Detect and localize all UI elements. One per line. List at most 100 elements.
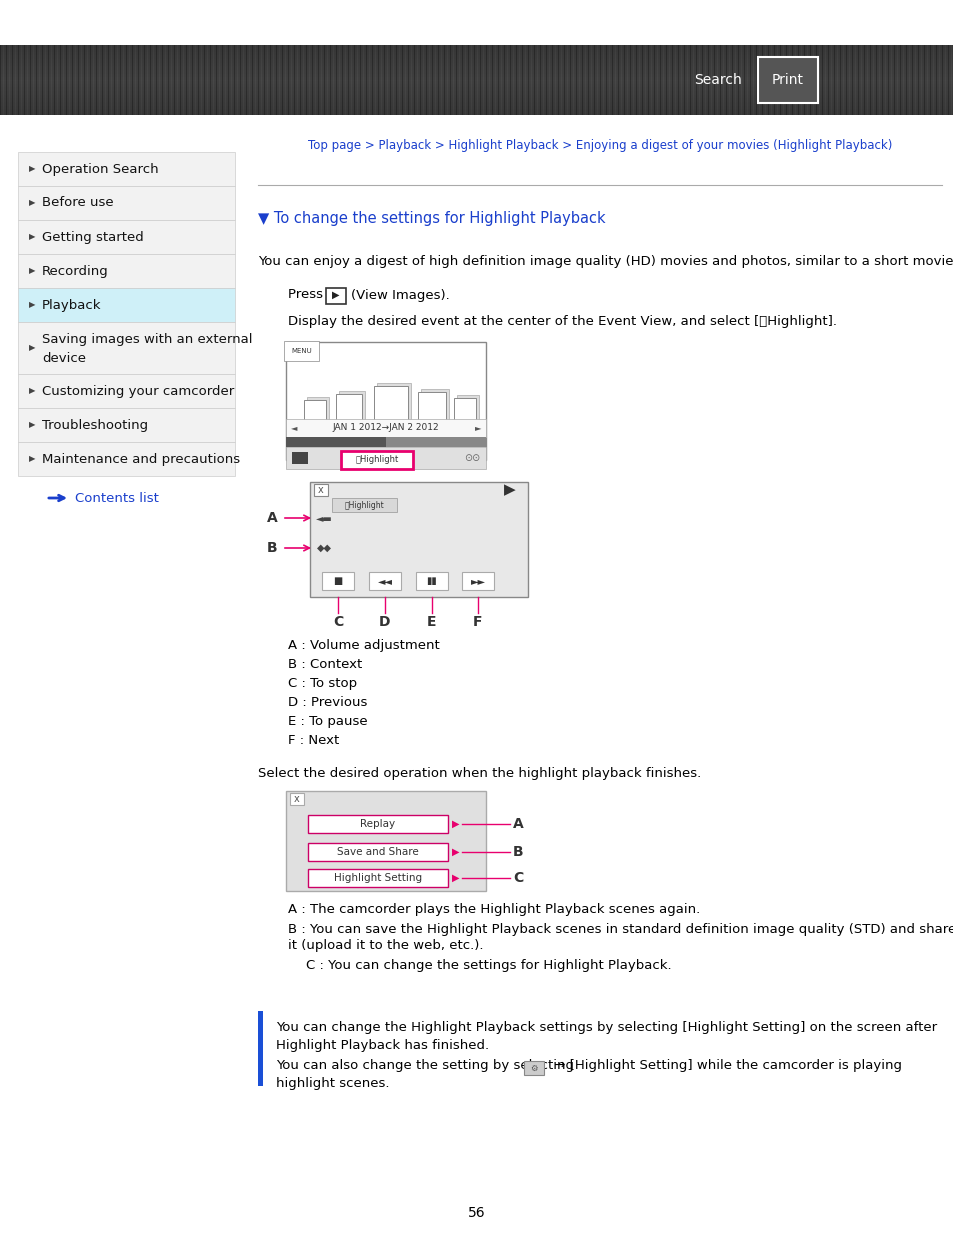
Bar xyxy=(500,44,501,115)
Bar xyxy=(516,44,517,115)
Bar xyxy=(692,44,693,115)
Bar xyxy=(3,44,4,115)
Bar xyxy=(612,44,613,115)
Bar xyxy=(84,44,85,115)
Bar xyxy=(152,44,153,115)
Bar xyxy=(194,44,195,115)
Text: 玗Highlight: 玗Highlight xyxy=(344,500,384,510)
Text: Highlight Playback has finished.: Highlight Playback has finished. xyxy=(275,1039,489,1051)
Text: Save and Share: Save and Share xyxy=(336,847,418,857)
Bar xyxy=(393,44,394,115)
Bar xyxy=(513,44,514,115)
Bar xyxy=(141,44,142,115)
Bar xyxy=(440,44,441,115)
Bar xyxy=(286,419,485,437)
Bar xyxy=(390,44,391,115)
Text: ▶: ▶ xyxy=(29,267,35,275)
Bar xyxy=(90,44,91,115)
Bar xyxy=(335,44,336,115)
Bar xyxy=(299,44,301,115)
Bar xyxy=(539,44,540,115)
Bar xyxy=(267,44,268,115)
Bar xyxy=(854,44,855,115)
Bar xyxy=(372,44,373,115)
Bar xyxy=(426,44,427,115)
Bar xyxy=(278,44,280,115)
Bar xyxy=(210,44,211,115)
Bar xyxy=(314,44,315,115)
Bar xyxy=(524,44,525,115)
Bar xyxy=(420,389,449,424)
Bar xyxy=(18,44,19,115)
Bar xyxy=(675,44,676,115)
Bar xyxy=(773,44,774,115)
Bar xyxy=(704,44,705,115)
Bar xyxy=(884,44,885,115)
Bar xyxy=(678,44,679,115)
Text: Replay: Replay xyxy=(360,819,395,829)
Bar xyxy=(696,44,697,115)
Text: highlight scenes.: highlight scenes. xyxy=(275,1077,389,1091)
Bar xyxy=(788,44,789,115)
Bar xyxy=(761,44,762,115)
Bar xyxy=(51,44,52,115)
Bar xyxy=(123,44,124,115)
Text: Top page > Playback > Highlight Playback > Enjoying a digest of your movies (Hig: Top page > Playback > Highlight Playback… xyxy=(308,138,891,152)
Bar xyxy=(45,44,46,115)
Text: (View Images).: (View Images). xyxy=(351,289,449,301)
Bar xyxy=(377,44,378,115)
Bar xyxy=(198,44,199,115)
Bar xyxy=(147,44,148,115)
Bar xyxy=(680,44,681,115)
Bar xyxy=(129,44,130,115)
Bar xyxy=(830,44,831,115)
Bar xyxy=(552,44,553,115)
Text: Getting started: Getting started xyxy=(42,231,144,243)
Bar xyxy=(689,44,690,115)
Bar xyxy=(376,383,411,421)
Bar xyxy=(99,44,100,115)
Bar xyxy=(233,44,234,115)
Bar xyxy=(569,44,571,115)
Bar xyxy=(548,44,550,115)
Bar xyxy=(417,391,446,426)
Bar xyxy=(728,44,729,115)
Text: ◄▬: ◄▬ xyxy=(315,513,332,522)
Bar xyxy=(228,44,229,115)
Bar xyxy=(662,44,663,115)
Bar xyxy=(521,44,522,115)
Bar xyxy=(759,44,760,115)
Text: Print: Print xyxy=(771,73,803,86)
Bar xyxy=(18,152,234,186)
Bar xyxy=(932,44,933,115)
Bar xyxy=(755,44,757,115)
Bar xyxy=(827,44,828,115)
Bar xyxy=(102,44,103,115)
Text: Playback: Playback xyxy=(42,299,101,311)
Bar xyxy=(887,44,888,115)
Bar xyxy=(87,44,88,115)
Bar xyxy=(201,44,202,115)
Text: Select the desired operation when the highlight playback finishes.: Select the desired operation when the hi… xyxy=(257,767,700,779)
Bar xyxy=(257,44,258,115)
Bar xyxy=(510,44,511,115)
Bar xyxy=(296,44,297,115)
Bar xyxy=(0,44,1,115)
Bar xyxy=(935,44,936,115)
Bar xyxy=(71,44,73,115)
Bar xyxy=(665,44,666,115)
Bar xyxy=(322,572,354,590)
Bar xyxy=(168,44,169,115)
Text: You can change the Highlight Playback settings by selecting [Highlight Setting] : You can change the Highlight Playback se… xyxy=(275,1020,936,1034)
Bar xyxy=(749,44,750,115)
Text: ▶: ▶ xyxy=(332,290,339,300)
Bar xyxy=(249,44,250,115)
Text: C: C xyxy=(513,871,522,885)
Bar xyxy=(309,44,310,115)
Bar xyxy=(644,44,645,115)
Bar xyxy=(113,44,115,115)
Bar xyxy=(767,44,768,115)
Bar xyxy=(782,44,783,115)
Bar xyxy=(615,44,616,115)
Bar xyxy=(608,44,609,115)
